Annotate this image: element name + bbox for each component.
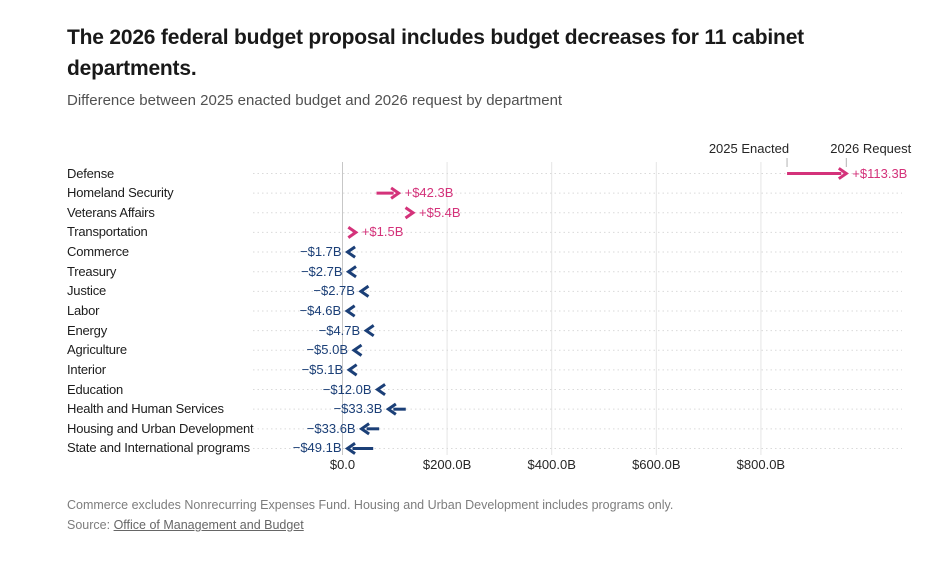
change-arrow-decrease xyxy=(374,383,386,396)
source-link[interactable]: Office of Management and Budget xyxy=(113,518,304,532)
change-value-label: −$33.6B xyxy=(306,420,356,436)
department-label: Commerce xyxy=(67,244,129,260)
change-value-label: +$1.5B xyxy=(361,224,404,240)
department-label: Agriculture xyxy=(67,342,127,358)
change-value-label: −$2.7B xyxy=(313,283,355,299)
change-value-label: −$5.0B xyxy=(306,342,349,358)
chart-canvas xyxy=(253,158,902,455)
x-axis-tick-label: $600.0B xyxy=(632,457,681,472)
department-label: Defense xyxy=(67,165,115,181)
x-axis-tick-label: $800.0B xyxy=(736,457,786,472)
change-arrow-decrease xyxy=(351,343,363,357)
change-value-label: −$4.6B xyxy=(299,302,342,318)
column-label-2025-enacted: 2025 Enacted xyxy=(708,141,790,156)
change-value-label: +$113.3B xyxy=(852,165,908,181)
department-label: Labor xyxy=(67,302,100,318)
chart-title: The 2026 federal budget proposal include… xyxy=(67,26,804,80)
change-arrow-decrease xyxy=(358,422,380,436)
change-value-label: −$4.7B xyxy=(318,322,361,338)
change-arrow-decrease xyxy=(385,402,406,416)
department-label: Housing and Urban Development xyxy=(67,420,254,436)
change-arrow-decrease xyxy=(363,324,375,338)
x-axis-tick-label: $400.0B xyxy=(527,457,576,472)
change-value-label: −$1.7B xyxy=(300,244,342,260)
change-arrow-decrease xyxy=(344,245,356,259)
department-label: Transportation xyxy=(67,224,148,240)
department-label: Education xyxy=(67,381,124,397)
change-value-label: −$33.3B xyxy=(333,401,383,417)
change-arrow-decrease xyxy=(344,304,356,318)
x-axis-tick-label: $200.0B xyxy=(422,457,472,472)
column-label-2026-request: 2026 Request xyxy=(830,141,912,156)
change-arrow-increase xyxy=(787,167,849,180)
change-value-label: +$42.3B xyxy=(404,185,454,201)
source-prefix: Source: xyxy=(67,518,114,532)
change-value-label: −$5.1B xyxy=(301,361,344,377)
department-label: Energy xyxy=(67,322,107,338)
change-arrow-increase xyxy=(347,225,359,239)
department-label: Justice xyxy=(67,283,107,299)
change-value-label: −$49.1B xyxy=(292,440,342,456)
department-label: State and International programs xyxy=(67,440,250,456)
department-label: Homeland Security xyxy=(67,185,174,201)
chart-footnote: Commerce excludes Nonrecurring Expenses … xyxy=(67,498,674,512)
department-label: Treasury xyxy=(67,263,117,279)
change-arrow-decrease xyxy=(346,363,358,377)
department-label: Veterans Affairs xyxy=(67,204,155,220)
change-arrow-increase xyxy=(376,186,402,200)
change-arrow-decrease xyxy=(345,265,357,279)
change-arrow-decrease xyxy=(358,284,370,298)
department-label: Interior xyxy=(67,361,106,377)
chart-subtitle: Difference between 2025 enacted budget a… xyxy=(67,92,563,109)
budget-change-arrow-chart: Defense +$113.3B Homeland Security +$42.3B V… xyxy=(0,138,942,490)
change-value-label: +$5.4B xyxy=(419,204,461,220)
source-line: Source: Office of Management and Budget xyxy=(67,517,304,533)
change-value-label: −$2.7B xyxy=(300,263,343,279)
x-axis-tick-label: $0.0 xyxy=(329,457,356,472)
change-value-label: −$12.0B xyxy=(322,381,372,397)
department-label: Health and Human Services xyxy=(67,401,224,417)
change-arrow-increase xyxy=(404,206,416,220)
change-arrow-decrease xyxy=(344,442,374,455)
